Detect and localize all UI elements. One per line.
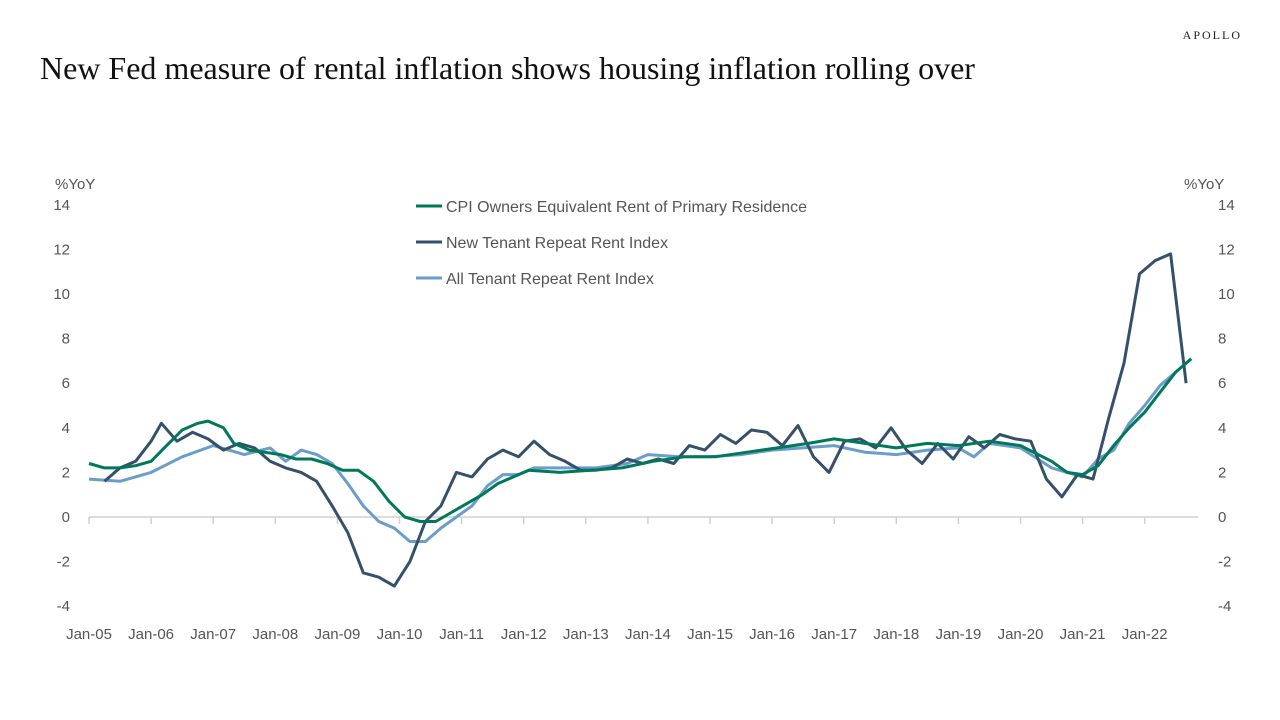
y-axis-label-right: %YoY <box>1184 176 1224 193</box>
x-tick-label: Jan-09 <box>314 626 360 643</box>
y-tick-label-right: 6 <box>1218 375 1226 392</box>
y-axis-label-left: %YoY <box>55 176 95 193</box>
x-tick-label: Jan-11 <box>439 626 484 643</box>
legend-label: CPI Owners Equivalent Rent of Primary Re… <box>446 199 807 216</box>
y-tick-label-left: 4 <box>62 420 70 437</box>
x-tick-label: Jan-10 <box>377 626 423 643</box>
x-tick-label: Jan-08 <box>252 626 298 643</box>
legend-label: All Tenant Repeat Rent Index <box>446 271 654 288</box>
y-tick-label-right: 0 <box>1218 509 1226 526</box>
series-line-1 <box>103 252 1188 588</box>
y-tick-label-left: -4 <box>57 598 70 615</box>
series-line-2 <box>88 370 1177 543</box>
y-tick-label-left: 14 <box>53 197 70 214</box>
y-tick-label-left: 0 <box>62 509 70 526</box>
y-tick-label-right: 10 <box>1218 286 1235 303</box>
y-tick-label-left: 8 <box>62 331 70 348</box>
y-tick-label-right: -4 <box>1218 598 1231 615</box>
y-tick-label-left: 6 <box>62 375 70 392</box>
y-tick-label-right: 2 <box>1218 464 1226 481</box>
x-tick-label: Jan-14 <box>625 626 671 643</box>
series-line-0 <box>88 357 1193 523</box>
x-tick-label: Jan-17 <box>811 626 857 643</box>
apollo-logo: APOLLO <box>1182 28 1242 42</box>
y-tick-label-right: 4 <box>1218 420 1226 437</box>
x-tick-label: Jan-13 <box>563 626 609 643</box>
y-tick-label-right: 8 <box>1218 331 1226 348</box>
x-tick-label: Jan-15 <box>687 626 733 643</box>
x-tick-label: Jan-07 <box>190 626 236 643</box>
y-tick-label-right: -2 <box>1218 554 1231 571</box>
y-tick-label-left: -2 <box>57 554 70 571</box>
x-tick-label: Jan-20 <box>998 626 1044 643</box>
y-tick-label-right: 12 <box>1218 241 1235 258</box>
x-tick-label: Jan-18 <box>873 626 919 643</box>
x-tick-label: Jan-22 <box>1122 626 1168 643</box>
x-tick-label: Jan-06 <box>128 626 174 643</box>
y-tick-label-left: 2 <box>62 464 70 481</box>
x-tick-label: Jan-16 <box>749 626 795 643</box>
x-tick-label: Jan-05 <box>66 626 112 643</box>
x-tick-label: Jan-12 <box>501 626 547 643</box>
y-tick-label-right: 14 <box>1218 197 1235 214</box>
x-tick-label: Jan-21 <box>1060 626 1106 643</box>
y-tick-label-left: 10 <box>53 286 70 303</box>
page-title: New Fed measure of rental inflation show… <box>40 50 975 86</box>
legend-label: New Tenant Repeat Rent Index <box>446 235 668 252</box>
x-tick-label: Jan-19 <box>935 626 981 643</box>
y-tick-label-left: 12 <box>53 241 70 258</box>
